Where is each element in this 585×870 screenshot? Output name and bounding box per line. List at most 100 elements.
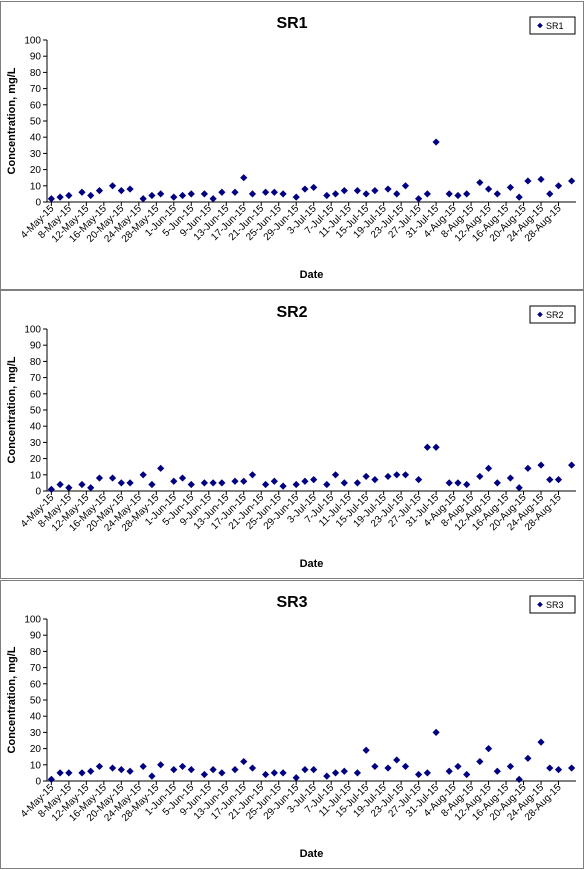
data-point [454, 479, 462, 487]
data-point [87, 191, 95, 200]
y-tick-label: 70 [30, 373, 42, 384]
data-point [493, 190, 501, 198]
data-point [554, 182, 563, 190]
data-point [187, 766, 195, 774]
data-point [463, 770, 471, 779]
data-point [279, 190, 287, 198]
data-point [218, 188, 226, 196]
data-point [415, 770, 423, 779]
data-point [178, 474, 187, 482]
data-point [524, 464, 532, 472]
y-tick-label: 50 [30, 696, 42, 707]
chart-svg: SR1 Concentration, mg/L Date 0 10 20 30 40 50 60 7… [6, 15, 576, 281]
y-tick-label: 40 [30, 133, 42, 144]
y-tick-label: 60 [30, 100, 42, 111]
data-point [87, 484, 95, 492]
x-axis-title: Date [300, 848, 324, 860]
data-point [108, 474, 117, 482]
data-point [445, 479, 453, 487]
data-point [493, 767, 501, 775]
data-point [454, 191, 462, 200]
data-point [170, 477, 178, 485]
legend-box [529, 16, 576, 35]
chart-svg: SR2 Concentration, mg/L Date 0 10 20 30 40 50 60 7… [6, 304, 576, 570]
data-point [240, 757, 248, 766]
data-point [568, 764, 576, 772]
data-point [261, 480, 270, 489]
data-point [445, 767, 453, 775]
series-sr3 [47, 728, 576, 783]
y-tick-label: 80 [30, 357, 42, 368]
data-point [117, 187, 125, 195]
data-point [47, 195, 55, 203]
data-point [568, 461, 576, 469]
data-point [231, 477, 239, 485]
data-point [65, 191, 73, 200]
data-point [292, 193, 300, 201]
y-tick-label: 70 [30, 663, 42, 674]
data-point [231, 766, 239, 774]
data-point [524, 754, 532, 762]
data-point [323, 772, 331, 780]
data-point [270, 769, 278, 777]
data-point [209, 195, 217, 203]
data-point [139, 471, 147, 479]
chart-svg: SR3 Concentration, mg/L Date 0 10 20 30 40 50 60 7… [6, 594, 576, 860]
data-point [524, 177, 532, 185]
data-point [261, 770, 270, 779]
data-point [231, 188, 239, 196]
data-point [279, 769, 287, 777]
data-point [537, 738, 545, 746]
data-point [148, 772, 156, 780]
data-point [310, 183, 318, 192]
data-point [484, 745, 493, 753]
data-point [157, 190, 165, 198]
data-point [187, 190, 195, 198]
chart-title: SR1 [276, 15, 307, 32]
data-point [200, 479, 208, 487]
data-point [393, 471, 401, 479]
data-point [423, 769, 431, 777]
data-point [301, 766, 309, 774]
data-point [310, 476, 318, 484]
data-point [78, 188, 86, 196]
data-point [537, 175, 545, 183]
y-axis-title: Concentration, mg/L [6, 67, 18, 174]
data-point [301, 477, 309, 485]
data-point [506, 183, 515, 192]
data-point [546, 190, 554, 198]
data-point [126, 767, 134, 775]
y-tick-label: 10 [30, 181, 42, 192]
data-point [384, 472, 392, 481]
y-tick-label: 30 [30, 728, 42, 739]
data-point [209, 479, 217, 487]
y-tick-label: 60 [30, 679, 42, 690]
data-point [310, 766, 318, 774]
data-point [423, 443, 431, 451]
data-point [270, 477, 278, 485]
y-tick-label: 20 [30, 165, 42, 176]
data-point [340, 767, 348, 775]
data-point [65, 484, 73, 492]
data-point [454, 762, 462, 771]
legend-marker [537, 22, 543, 29]
y-tick-label: 10 [30, 470, 42, 481]
x-axis-title: Date [300, 269, 324, 281]
data-point [331, 190, 340, 198]
data-point [200, 190, 208, 198]
data-point [384, 764, 392, 772]
legend: SR1 [529, 16, 576, 35]
data-point [248, 190, 257, 198]
y-tick-label: 70 [30, 84, 42, 95]
y-tick-label: 0 [35, 777, 41, 788]
y-tick-label: 30 [30, 438, 42, 449]
data-point [261, 188, 270, 196]
data-point [432, 728, 440, 736]
data-point [95, 187, 104, 195]
data-point [568, 177, 576, 185]
y-tick-label: 60 [30, 389, 42, 400]
y-tick-label: 20 [30, 744, 42, 755]
legend-marker [537, 311, 543, 318]
legend-box [529, 305, 576, 324]
data-point [301, 185, 309, 193]
